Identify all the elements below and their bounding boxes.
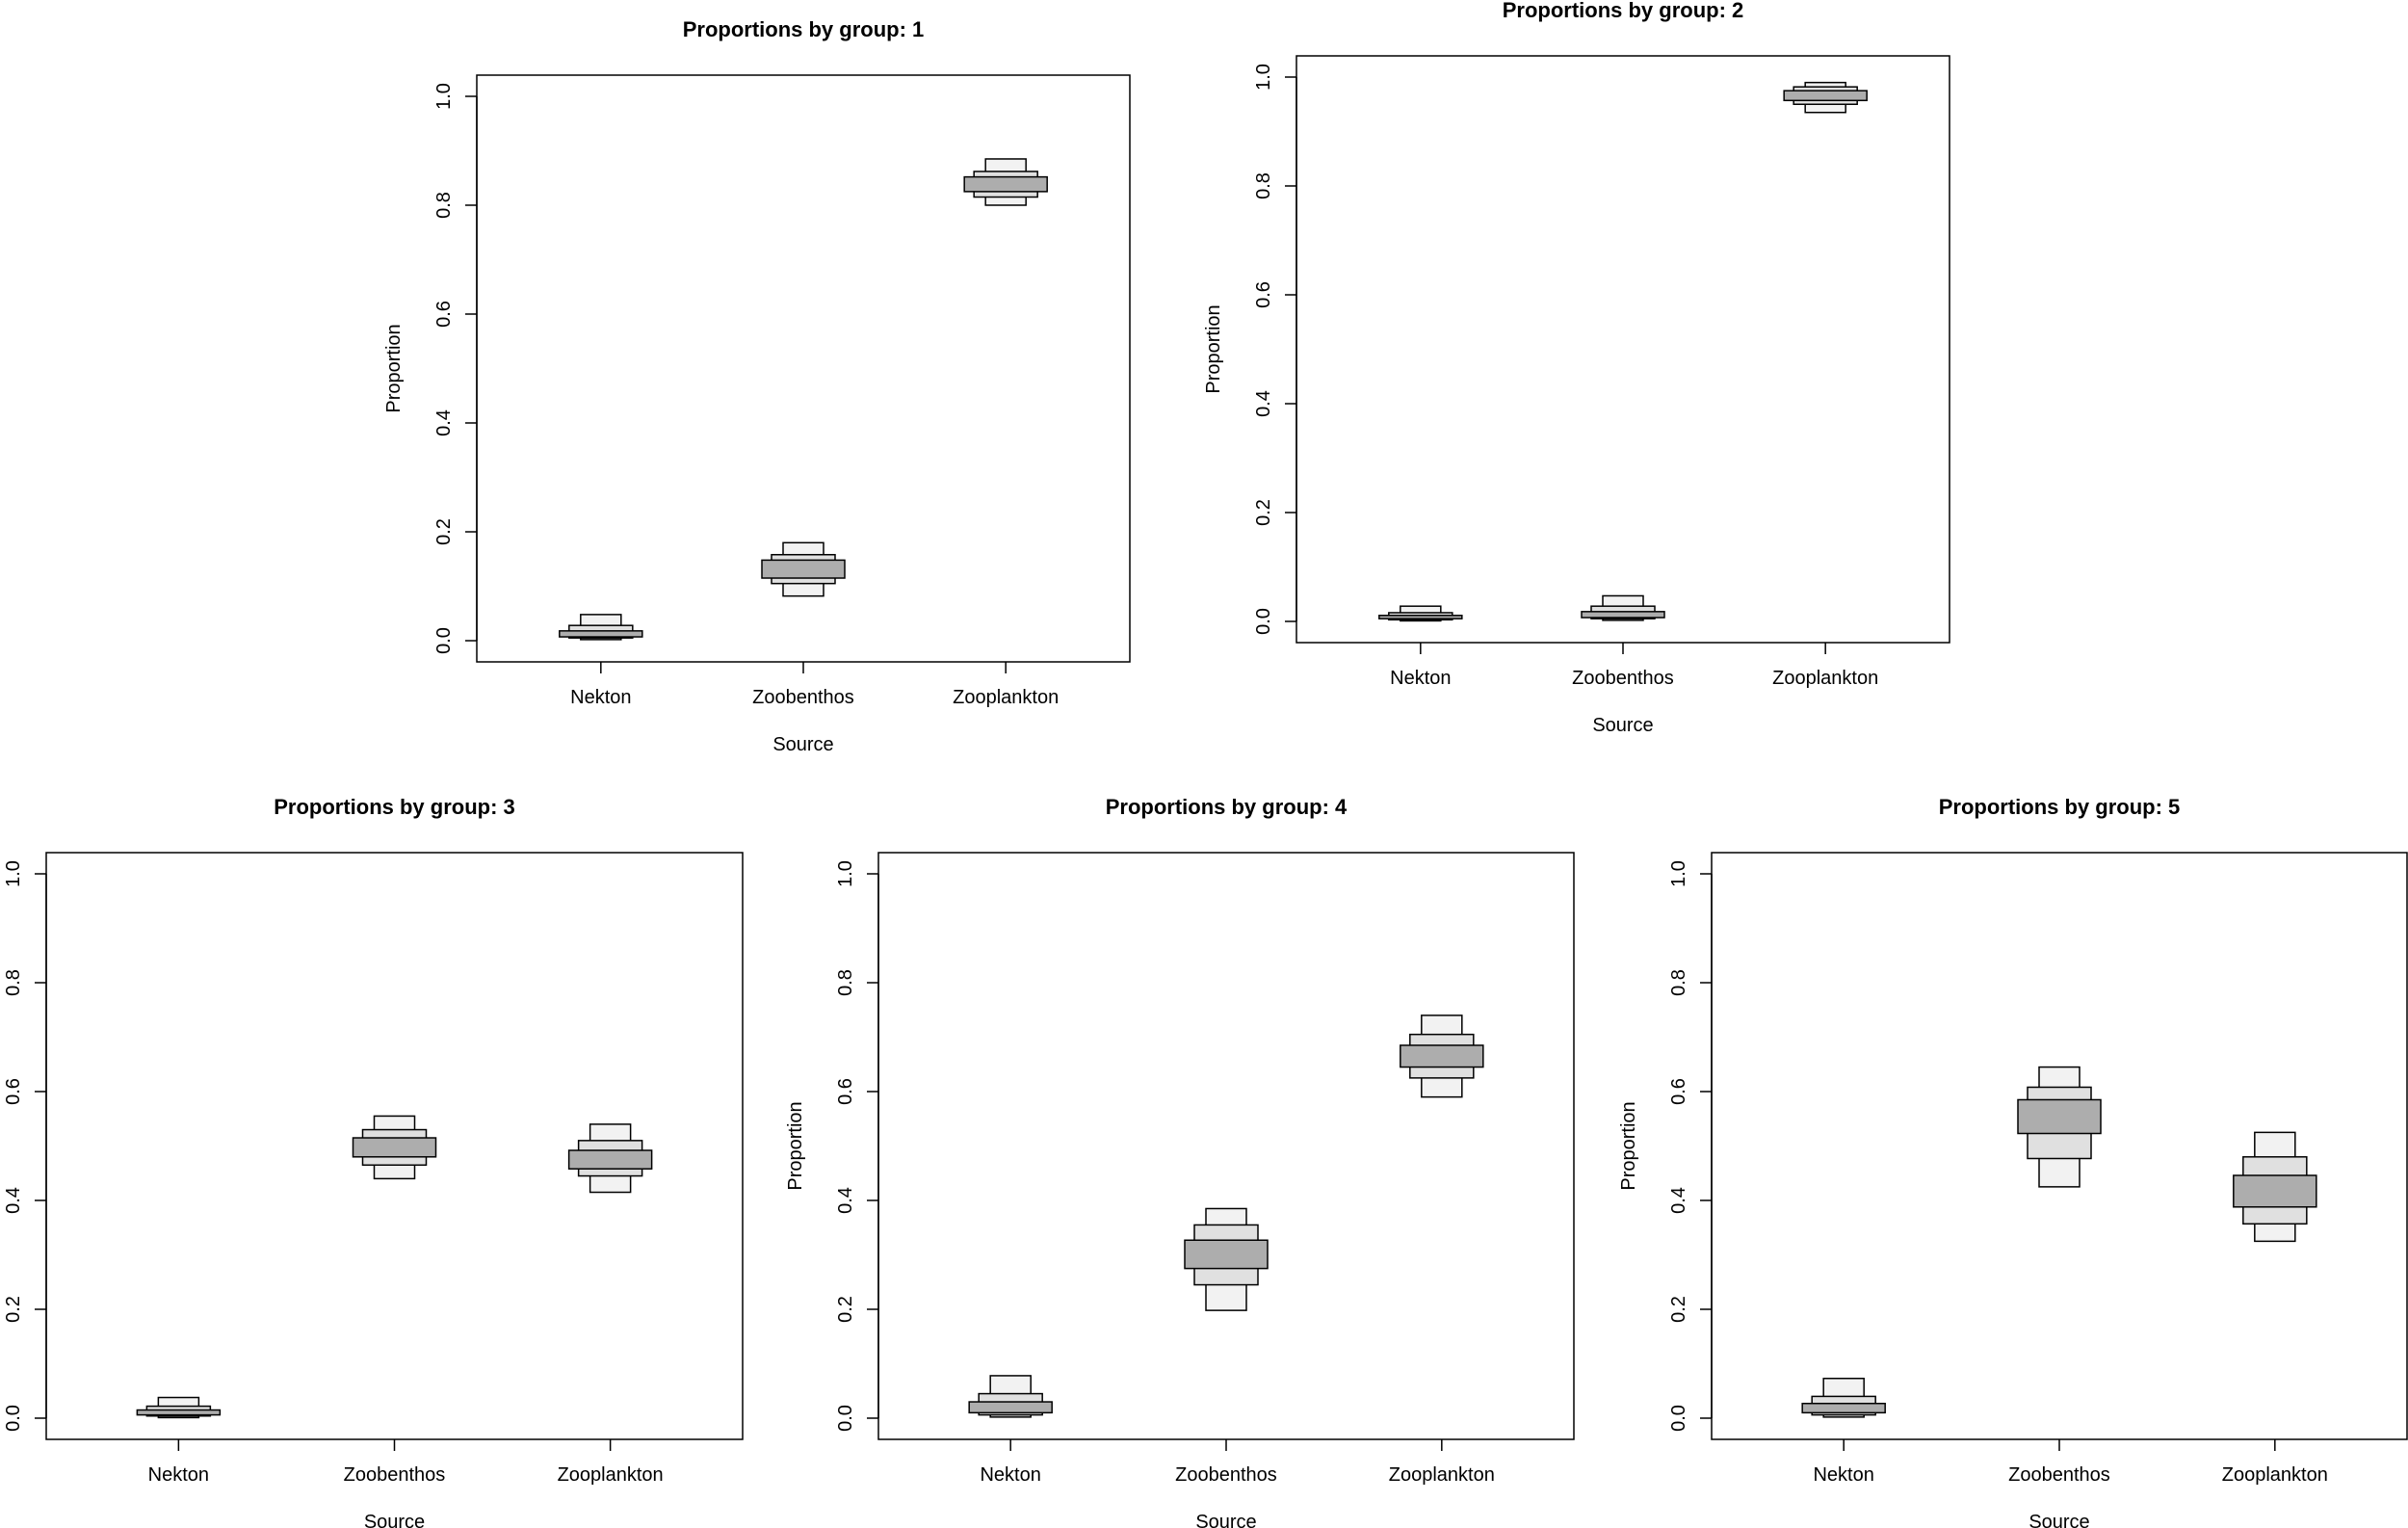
chart-title: Proportions by group: 3 [274,795,515,819]
y-tick-label: 0.2 [1253,499,1274,526]
x-tick-label: Nekton [148,1464,209,1486]
interval-box-c50-zoobenthos [1184,1239,1269,1270]
x-tick-label: Zooplankton [1772,668,1878,689]
x-tick-label: Zoobenthos [344,1464,446,1486]
y-tick-label: 1.0 [1668,860,1689,887]
x-tick-label: Zooplankton [2222,1464,2328,1486]
x-axis-label: Source [772,734,833,755]
chart-panel-1: Proportions by group: 1 0.0 0.2 0.4 0.6 0.8 1.… [383,17,1131,755]
y-tick-label: 0.4 [433,409,455,436]
x-tick-label: Nekton [1813,1464,1873,1486]
y-tick-label: 1.0 [433,83,455,110]
y-tick-label: 0.8 [835,969,856,996]
interval-box-c50-zooplankton [2233,1174,2317,1208]
y-tick-label: 0.6 [835,1078,856,1105]
y-tick-label: 0.4 [1253,390,1274,417]
y-tick-label: 1.0 [835,860,856,887]
y-tick-label: 0.0 [1253,608,1274,635]
y-tick-label: 0.6 [1668,1078,1689,1105]
y-tick-label: 0.0 [1668,1405,1689,1432]
x-axis-label: Source [1592,715,1653,736]
interval-box-c50-nekton [559,630,643,638]
y-axis-label: Proportion [785,1101,806,1190]
y-tick-label: 0.4 [1668,1187,1689,1214]
y-tick-label: 0.8 [1668,969,1689,996]
interval-box-c50-zooplankton [567,1149,653,1170]
y-tick-label: 0.0 [3,1405,24,1432]
x-tick-label: Zoobenthos [1175,1464,1277,1486]
x-tick-label: Zoobenthos [2008,1464,2110,1486]
y-tick-label: 0.0 [433,627,455,654]
y-tick-label: 0.6 [1253,281,1274,308]
x-axis-label: Source [2028,1512,2089,1528]
y-tick-label: 0.2 [835,1296,856,1323]
x-tick-label: Nekton [1390,668,1451,689]
interval-box-c50-zoobenthos [2017,1098,2102,1135]
x-tick-label: Nekton [980,1464,1040,1486]
y-tick-label: 0.8 [3,969,24,996]
y-axis-label: Proportion [1203,304,1224,393]
chart-title: Proportions by group: 4 [1106,795,1348,819]
y-tick-label: 0.0 [835,1405,856,1432]
y-tick-label: 0.4 [835,1187,856,1214]
chart-panel-3: Proportions by group: 3 0.0 0.2 0.4 0.6 0.8 1.… [3,795,744,1528]
y-tick-label: 0.6 [433,301,455,328]
chart-title: Proportions by group: 5 [1939,795,2181,819]
x-tick-label: Zoobenthos [1572,668,1674,689]
x-tick-label: Zooplankton [1389,1464,1495,1486]
interval-box-c50-zoobenthos [352,1137,437,1158]
chart-title: Proportions by group: 1 [683,17,925,41]
y-tick-label: 0.8 [1253,172,1274,199]
chart-panel-5: Proportions by group: 5 0.0 0.2 0.4 0.6 0.8 1.… [1618,795,2408,1528]
interval-box-c50-zooplankton [963,175,1048,193]
y-tick-label: 0.4 [3,1187,24,1214]
chart-title: Proportions by group: 2 [1503,0,1744,22]
x-axis-label: Source [364,1512,425,1528]
x-tick-label: Zooplankton [953,687,1059,708]
x-tick-label: Nekton [570,687,631,708]
x-tick-label: Zooplankton [558,1464,664,1486]
x-tick-label: Zoobenthos [752,687,854,708]
y-tick-label: 0.2 [3,1296,24,1323]
interval-box-c50-nekton [1378,615,1463,619]
y-axis-label: Proportion [1618,1101,1639,1190]
interval-box-c50-zooplankton [1783,90,1868,102]
y-tick-label: 0.2 [433,518,455,545]
y-tick-label: 0.8 [433,192,455,219]
y-tick-label: 1.0 [1253,64,1274,91]
interval-box-c50-zoobenthos [1581,611,1665,619]
interval-box-c50-nekton [968,1401,1053,1414]
y-tick-label: 1.0 [3,860,24,887]
chart-panel-2: Proportions by group: 2 0.0 0.2 0.4 0.6 0.8 1.… [1203,0,1950,736]
y-axis-label: Proportion [383,324,405,412]
interval-box-c50-zoobenthos [761,559,846,579]
chart-panel-4: Proportions by group: 4 0.0 0.2 0.4 0.6 0.8 1.… [785,795,1575,1528]
interval-box-c50-zooplankton [1400,1044,1484,1068]
interval-box-c50-nekton [1801,1402,1886,1414]
y-tick-label: 0.6 [3,1078,24,1105]
interval-box-c50-nekton [136,1409,222,1416]
y-tick-label: 0.2 [1668,1296,1689,1323]
x-axis-label: Source [1195,1512,1256,1528]
